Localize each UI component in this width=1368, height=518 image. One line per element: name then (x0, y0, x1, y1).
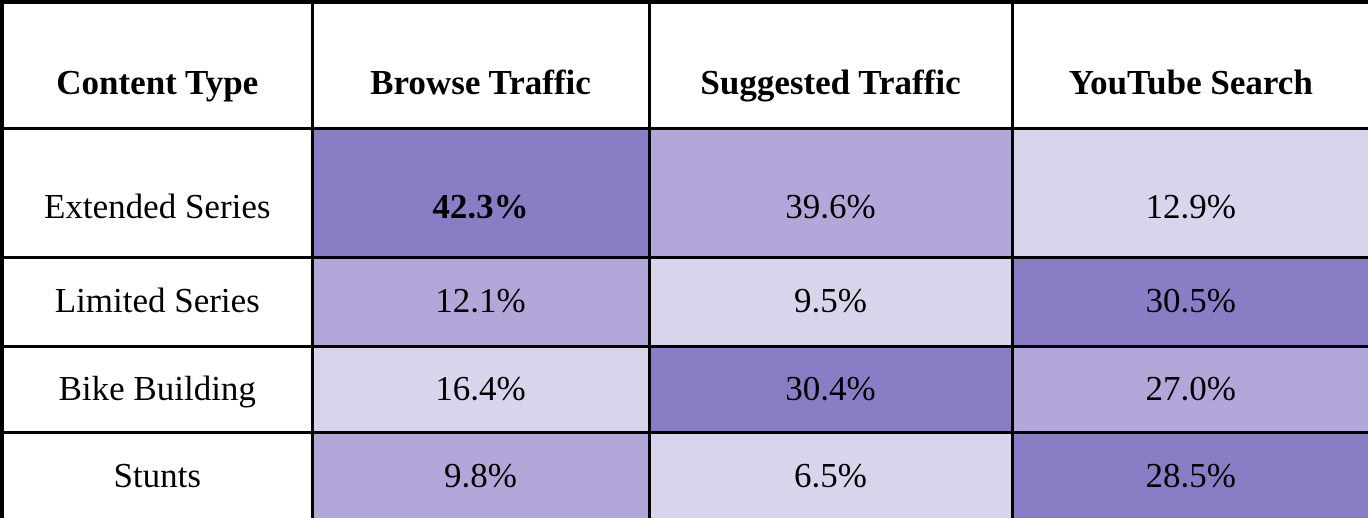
row-label-stunts: Stunts (0, 430, 314, 518)
row-label-extended-series: Extended Series (0, 126, 314, 259)
value-cell: 42.3% (310, 126, 651, 259)
table-row-bike-building: Bike Building 16.4% 30.4% 27.0% (0, 344, 1368, 434)
value-cell: 16.4% (310, 344, 651, 434)
value-cell: 9.5% (647, 255, 1014, 348)
value-cell: 27.0% (1010, 344, 1368, 434)
table-row-extended-series: Extended Series 42.3% 39.6% 12.9% (0, 126, 1368, 259)
value-cell: 39.6% (647, 126, 1014, 259)
value-cell: 9.8% (310, 430, 651, 518)
header-row: Content Type Browse Traffic Suggested Tr… (0, 0, 1368, 130)
value-cell: 30.4% (647, 344, 1014, 434)
header-content-type: Content Type (0, 0, 314, 130)
header-youtube-search: YouTube Search (1010, 0, 1368, 130)
row-label-limited-series: Limited Series (0, 255, 314, 348)
value-cell: 6.5% (647, 430, 1014, 518)
value-cell: 12.9% (1010, 126, 1368, 259)
table-row-limited-series: Limited Series 12.1% 9.5% 30.5% (0, 255, 1368, 348)
row-label-bike-building: Bike Building (0, 344, 314, 434)
table-row-stunts: Stunts 9.8% 6.5% 28.5% (0, 430, 1368, 518)
value-cell: 12.1% (310, 255, 651, 348)
value-cell: 30.5% (1010, 255, 1368, 348)
header-suggested-traffic: Suggested Traffic (647, 0, 1014, 130)
header-browse-traffic: Browse Traffic (310, 0, 651, 130)
value-cell: 28.5% (1010, 430, 1368, 518)
